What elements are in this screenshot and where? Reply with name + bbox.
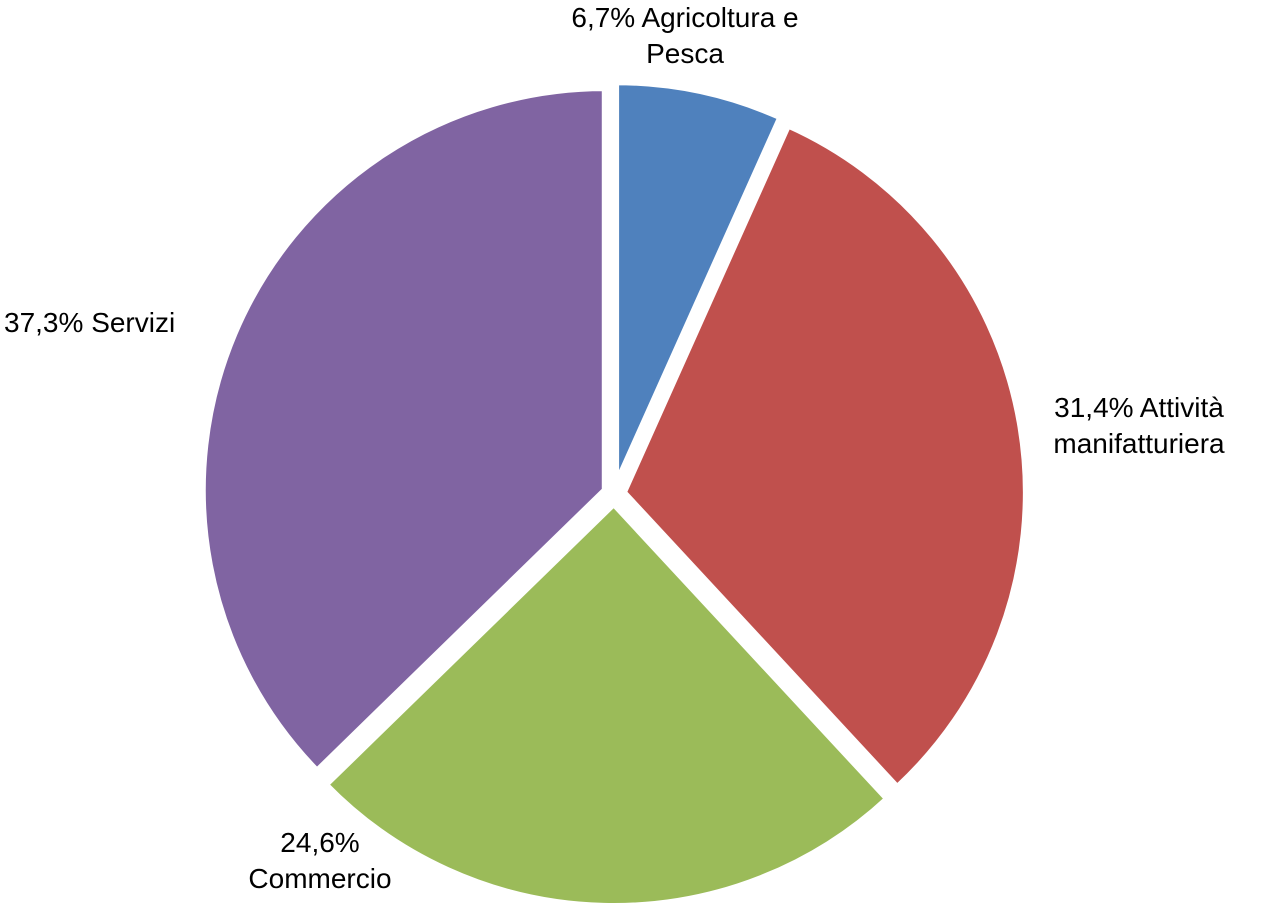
- slice-label: 24,6% Commercio: [230, 825, 410, 897]
- category-label: Attività manifatturiera: [1053, 392, 1225, 459]
- category-label: Servizi: [91, 307, 176, 338]
- slice-label: 31,4% Attività manifatturiera: [1010, 390, 1268, 462]
- slice-label: 37,3% Servizi: [4, 305, 304, 341]
- category-label: Commercio: [248, 863, 392, 894]
- pie-slice: [620, 121, 1029, 792]
- value-label: 24,6%: [280, 827, 360, 858]
- pie-slice: [613, 79, 785, 486]
- value-label: 6,7%: [571, 2, 636, 33]
- slice-label: 6,7% Agricoltura e Pesca: [560, 0, 810, 72]
- pie-slice: [199, 85, 608, 776]
- pie-slice: [321, 499, 892, 909]
- value-label: 37,3%: [4, 307, 84, 338]
- category-label: Agricoltura e Pesca: [641, 2, 799, 69]
- value-label: 31,4%: [1054, 392, 1134, 423]
